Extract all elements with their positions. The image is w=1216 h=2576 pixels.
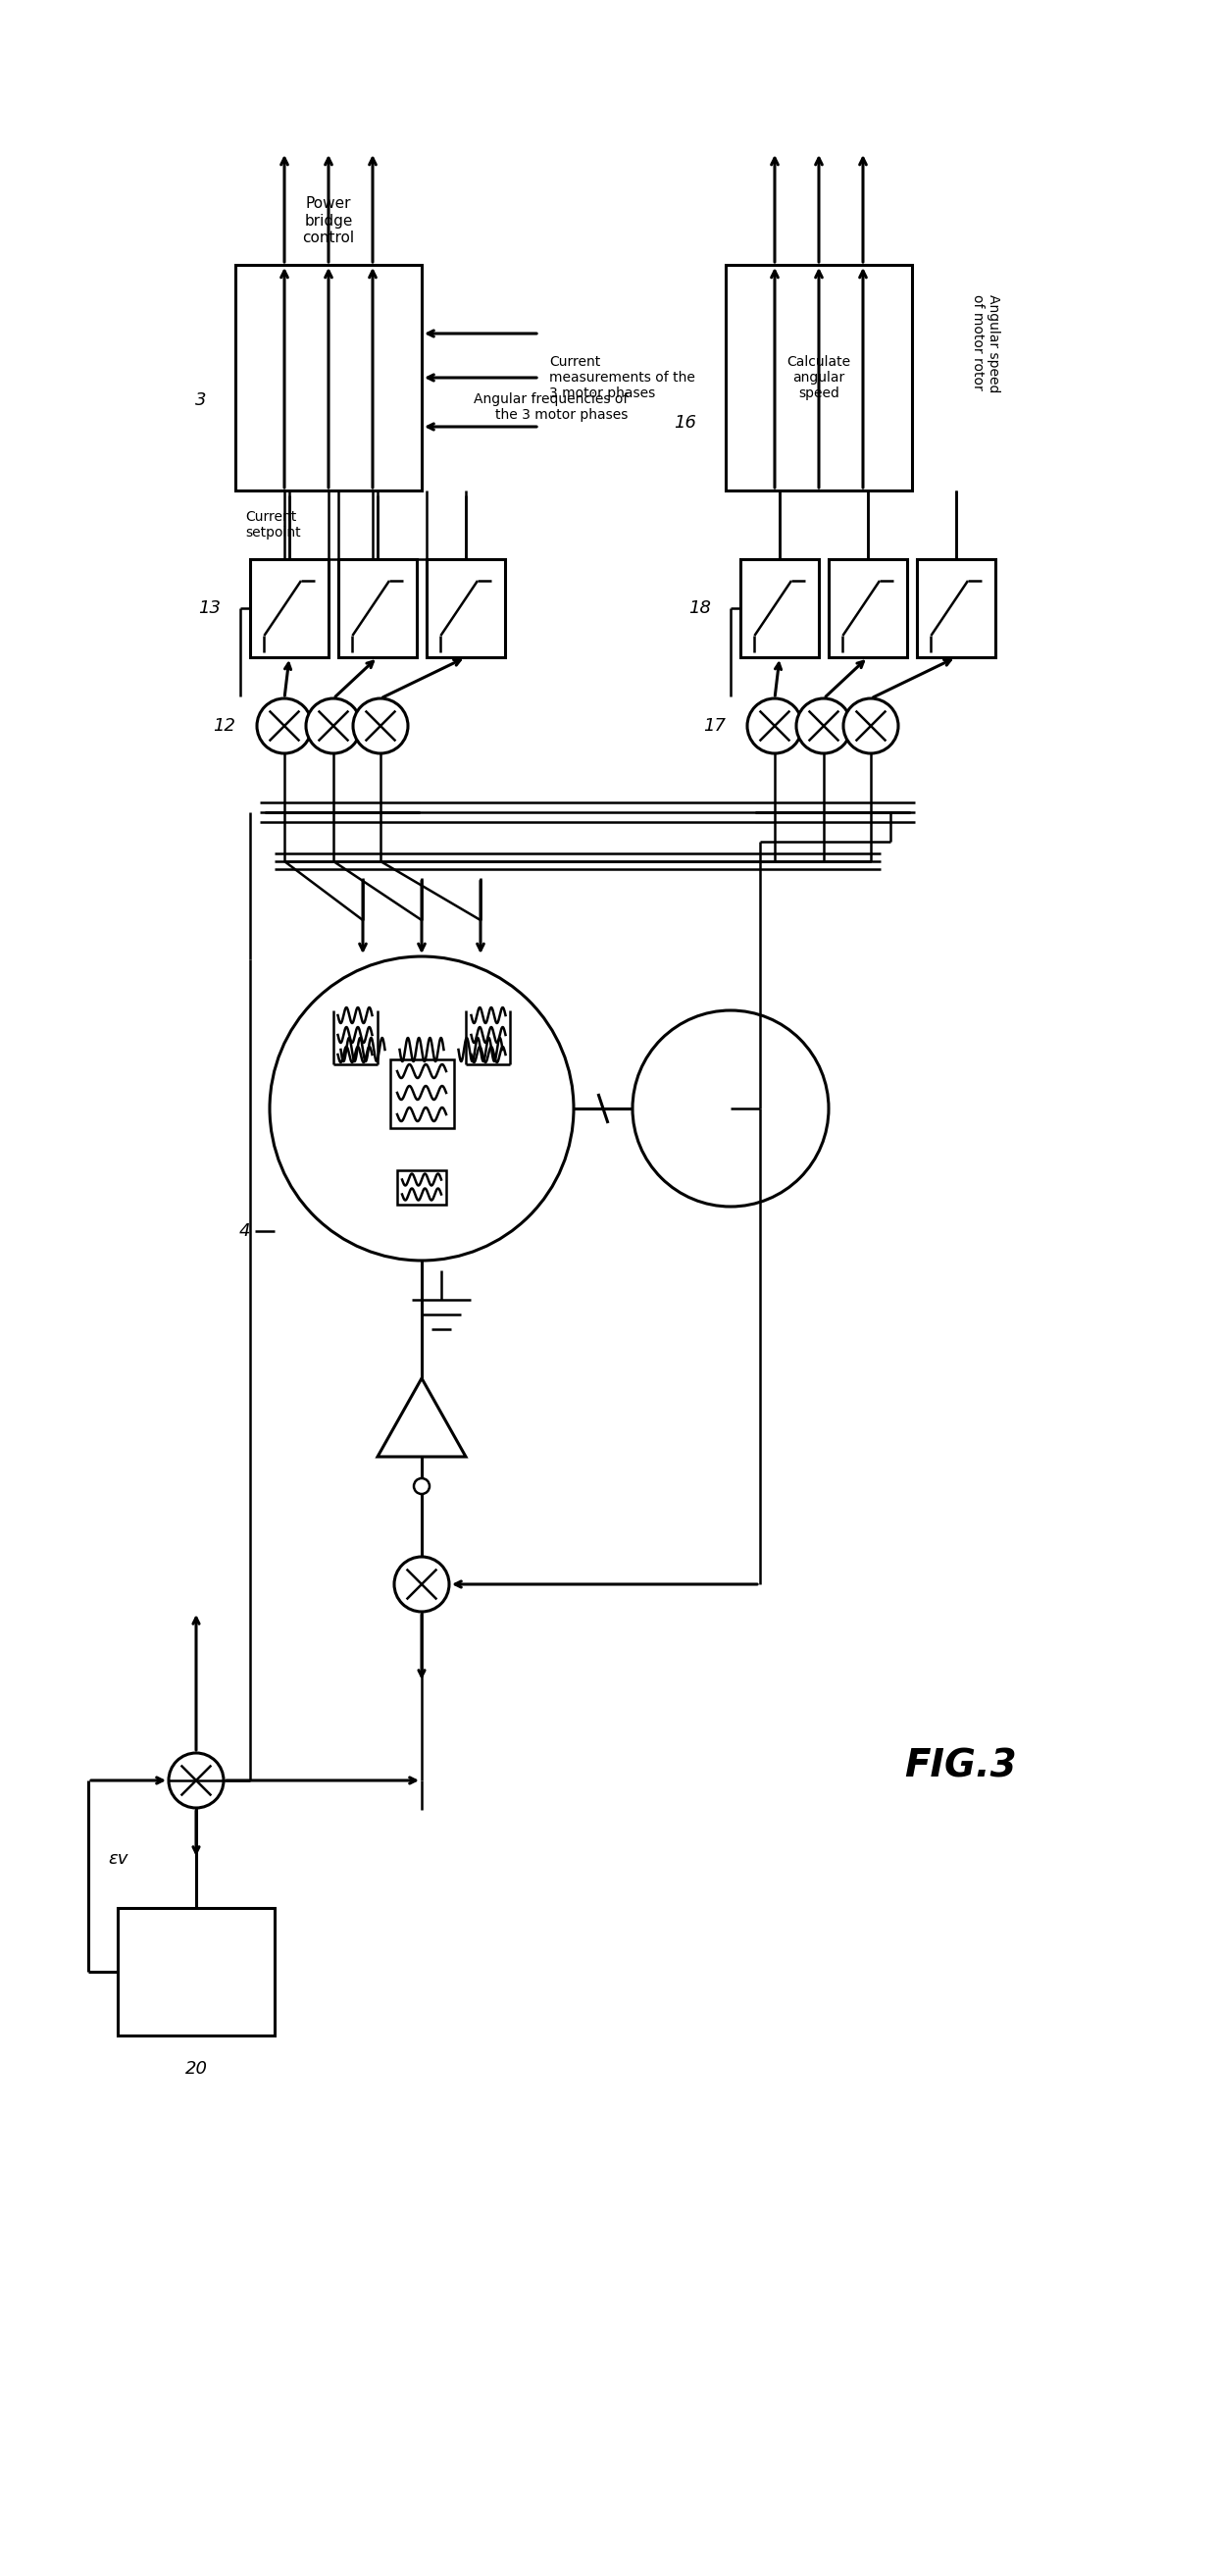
Text: 17: 17 bbox=[703, 716, 726, 734]
Text: 16: 16 bbox=[674, 415, 697, 433]
Circle shape bbox=[257, 698, 311, 752]
Text: 3: 3 bbox=[195, 392, 206, 410]
Polygon shape bbox=[377, 1378, 466, 1455]
Text: Current
setpoint: Current setpoint bbox=[246, 510, 300, 538]
Text: Angular frequencies of
the 3 motor phases: Angular frequencies of the 3 motor phase… bbox=[473, 392, 627, 422]
Bar bbox=[427, 559, 505, 657]
Circle shape bbox=[394, 1556, 449, 1613]
Bar bbox=[726, 265, 912, 489]
Circle shape bbox=[353, 698, 407, 752]
Text: Current
measurements of the
3 motor phases: Current measurements of the 3 motor phas… bbox=[550, 355, 696, 399]
Circle shape bbox=[413, 1479, 429, 1494]
Circle shape bbox=[748, 698, 803, 752]
Text: 20: 20 bbox=[185, 2061, 208, 2079]
Bar bbox=[917, 559, 996, 657]
Text: 4: 4 bbox=[238, 1221, 250, 1239]
Circle shape bbox=[169, 1754, 224, 1808]
Circle shape bbox=[844, 698, 899, 752]
Text: FIG.3: FIG.3 bbox=[905, 1747, 1018, 1785]
Bar bbox=[338, 559, 417, 657]
Text: Angular speed
of motor rotor: Angular speed of motor rotor bbox=[970, 294, 1001, 392]
Circle shape bbox=[796, 698, 851, 752]
Text: 18: 18 bbox=[688, 600, 711, 618]
Bar bbox=[828, 559, 907, 657]
Text: εv: εv bbox=[108, 1850, 128, 1868]
Bar bbox=[250, 559, 328, 657]
Circle shape bbox=[306, 698, 361, 752]
Text: 12: 12 bbox=[213, 716, 236, 734]
Bar bbox=[390, 1059, 454, 1128]
Bar bbox=[118, 1909, 275, 2035]
Bar bbox=[398, 1170, 446, 1203]
Text: Calculate
angular
speed: Calculate angular speed bbox=[787, 355, 851, 399]
Text: 13: 13 bbox=[198, 600, 220, 618]
Circle shape bbox=[270, 956, 574, 1260]
Text: Power
bridge
control: Power bridge control bbox=[303, 196, 355, 245]
Circle shape bbox=[632, 1010, 828, 1206]
Bar bbox=[741, 559, 818, 657]
Bar bbox=[236, 265, 422, 489]
